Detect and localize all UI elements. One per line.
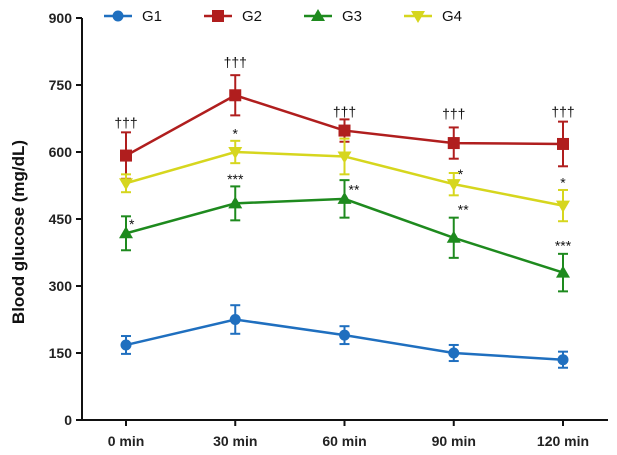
y-tick-label: 750 — [49, 77, 73, 93]
significance-label: ** — [349, 181, 360, 197]
legend-item-g3: G3 — [304, 8, 362, 25]
legend-item-g2: G2 — [204, 8, 262, 25]
significance-label: * — [129, 216, 135, 232]
y-axis-title-group: Blood glucose (mg/dL) — [9, 140, 28, 324]
series-g1 — [120, 304, 569, 369]
series-g4 — [119, 137, 570, 223]
data-point — [446, 179, 461, 192]
data-point — [120, 339, 132, 351]
annotations: ††††††††† ††† †††************** — [114, 54, 574, 253]
series-g2 — [120, 74, 569, 180]
data-point — [556, 265, 570, 278]
y-tick-label: 450 — [49, 211, 73, 227]
data-point — [229, 314, 241, 325]
data-point — [120, 149, 132, 162]
legend-label: G4 — [442, 8, 462, 25]
data-point — [447, 137, 460, 150]
y-axis-title: Blood glucose (mg/dL) — [9, 140, 28, 324]
legend-label: G3 — [342, 8, 362, 25]
ticks: 0 150 300 450 600 750 900 0 min 30 min 60 min 90 m… — [49, 10, 589, 449]
data-point — [557, 354, 569, 366]
y-tick-label: 0 — [64, 412, 72, 428]
data-point — [119, 226, 133, 239]
series-layer — [119, 74, 570, 369]
x-tick-label: 60 min — [322, 433, 366, 449]
series-g3 — [119, 179, 570, 293]
significance-label: *** — [555, 237, 572, 253]
data-point — [229, 89, 242, 102]
data-point — [448, 347, 460, 359]
significance-label: ††† — [333, 103, 356, 119]
x-tick-label: 30 min — [213, 433, 257, 449]
data-point — [557, 137, 569, 150]
data-point — [228, 196, 243, 209]
significance-label: * — [233, 126, 239, 142]
significance-label: * — [458, 166, 464, 182]
data-point — [556, 200, 570, 213]
legend-marker — [212, 10, 224, 22]
significance-label: ††† — [551, 103, 574, 119]
legend-item-g1: G1 — [104, 8, 162, 25]
data-point — [228, 147, 243, 159]
legend-marker — [411, 11, 425, 23]
y-tick-label: 150 — [49, 345, 73, 361]
legend-label: G2 — [242, 8, 262, 25]
significance-label: ††† — [442, 106, 465, 122]
legend: G1 G2 G3 G4 — [104, 8, 462, 25]
legend-marker — [311, 9, 325, 21]
x-tick-label: 90 min — [432, 433, 476, 449]
data-point — [119, 178, 133, 191]
data-point — [339, 329, 350, 341]
data-point — [337, 151, 352, 164]
legend-label: G1 — [142, 8, 162, 25]
data-point — [337, 191, 352, 204]
legend-item-g4: G4 — [404, 8, 462, 25]
legend-marker — [112, 10, 124, 22]
y-tick-label: 900 — [49, 10, 73, 26]
axes — [81, 18, 608, 421]
significance-label: *** — [227, 171, 244, 187]
x-tick-label: 0 min — [108, 433, 145, 449]
significance-label: ††† — [114, 114, 137, 130]
significance-label: ** — [458, 202, 469, 218]
x-tick-label: 120 min — [537, 433, 589, 449]
significance-label: * — [560, 175, 566, 191]
significance-label: ††† — [224, 54, 247, 70]
data-point — [338, 124, 351, 137]
y-tick-label: 300 — [49, 278, 73, 294]
y-tick-label: 600 — [49, 144, 73, 160]
data-point — [446, 230, 461, 243]
